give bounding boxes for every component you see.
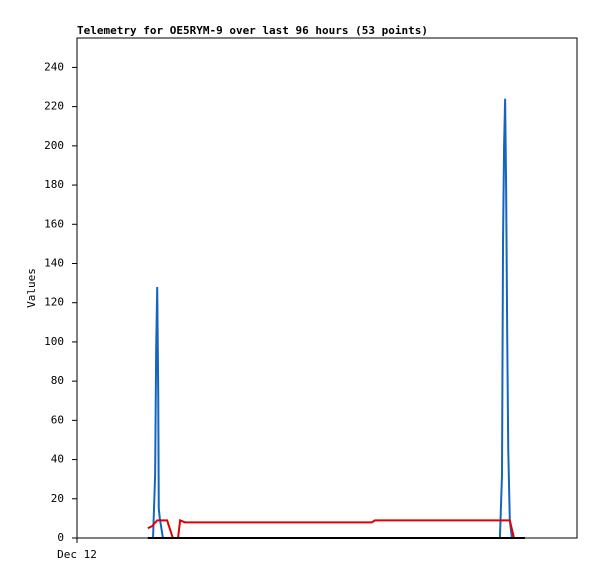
- series-line: [152, 98, 513, 539]
- x-tick-label: Dec 12: [57, 548, 97, 561]
- y-tick-label: 120: [44, 296, 64, 309]
- y-tick-label: 0: [57, 531, 64, 544]
- y-tick-label: 180: [44, 178, 64, 191]
- y-tick-label: 60: [51, 413, 64, 426]
- y-axis-label: Values: [25, 268, 38, 308]
- y-tick-label: 240: [44, 60, 64, 73]
- y-tick-label: 80: [51, 374, 64, 387]
- y-tick-label: 220: [44, 100, 64, 113]
- y-tick-label: 20: [51, 492, 64, 505]
- y-tick-label: 40: [51, 453, 64, 466]
- series-line: [147, 518, 515, 539]
- chart-title: Telemetry for OE5RYM-9 over last 96 hour…: [77, 24, 428, 37]
- y-tick-label: 140: [44, 256, 64, 269]
- y-tick-label: 200: [44, 139, 64, 152]
- y-tick-label: 100: [44, 335, 64, 348]
- y-tick-label: 160: [44, 217, 64, 230]
